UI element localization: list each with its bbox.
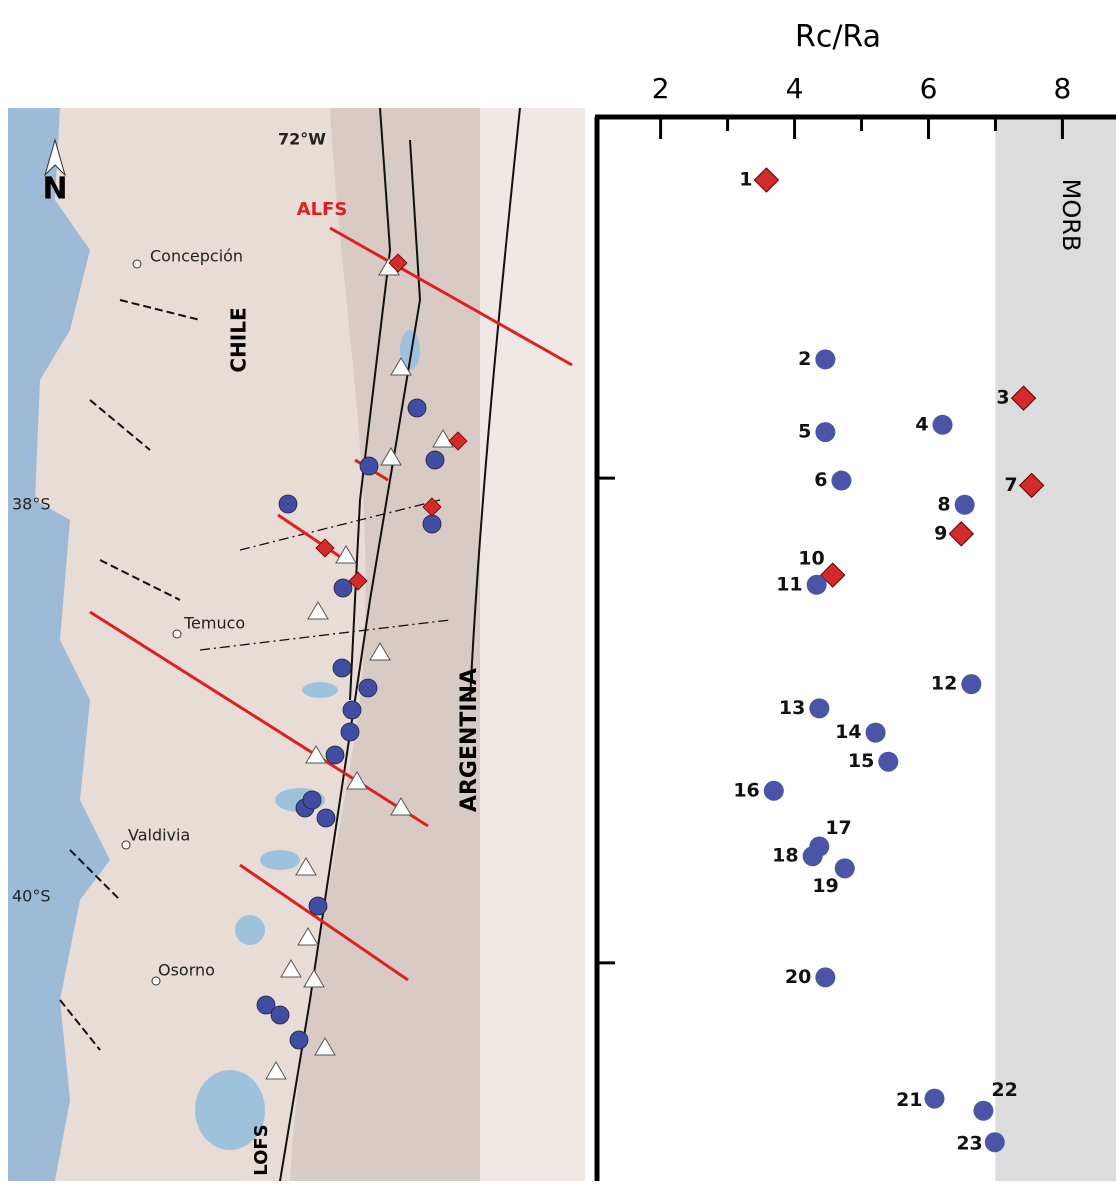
point-label: 11 bbox=[776, 573, 802, 595]
shaded-region bbox=[995, 117, 1116, 1181]
map-label: ARGENTINA bbox=[457, 668, 482, 812]
point-label: 2 bbox=[798, 348, 811, 370]
point bbox=[949, 522, 973, 546]
map-label: CHILE bbox=[227, 307, 251, 372]
point-label: 12 bbox=[931, 673, 957, 695]
x-tick-label: 2 bbox=[652, 72, 670, 105]
point-label: 15 bbox=[848, 750, 874, 772]
point-label: 13 bbox=[779, 697, 805, 719]
point bbox=[973, 1101, 993, 1121]
point-label: 3 bbox=[996, 387, 1009, 409]
point bbox=[961, 674, 981, 694]
point-label: 9 bbox=[934, 522, 947, 544]
point bbox=[925, 1089, 945, 1109]
map: N 72°W ALFS Concepción CHILE Temuco ARGE… bbox=[8, 108, 585, 1181]
point-label: 20 bbox=[785, 966, 811, 988]
map-label: Temuco bbox=[183, 614, 245, 633]
north-label: N bbox=[42, 172, 67, 207]
point bbox=[815, 967, 835, 987]
point bbox=[815, 349, 835, 369]
point bbox=[815, 422, 835, 442]
map-label: 40°S bbox=[12, 887, 51, 906]
point bbox=[754, 168, 778, 192]
point-label: 19 bbox=[812, 875, 838, 897]
point-label: 14 bbox=[835, 721, 861, 743]
map-label: LOFS bbox=[251, 1124, 272, 1175]
map-plain bbox=[480, 108, 585, 1181]
point-label: 22 bbox=[991, 1079, 1017, 1101]
map-label: Osorno bbox=[158, 961, 215, 980]
point bbox=[831, 471, 851, 491]
map-label: Valdivia bbox=[128, 826, 190, 845]
point-label: 8 bbox=[937, 493, 950, 515]
point bbox=[866, 723, 886, 743]
figure: N 72°W ALFS Concepción CHILE Temuco ARGE… bbox=[0, 0, 1116, 1181]
point-label: 16 bbox=[733, 779, 759, 801]
x-tick-label: 8 bbox=[1054, 72, 1072, 105]
map-label: 72°W bbox=[278, 130, 326, 149]
point bbox=[809, 698, 829, 718]
point-label: 23 bbox=[956, 1133, 982, 1155]
point-label: 6 bbox=[814, 469, 827, 491]
point-label: 7 bbox=[1004, 474, 1017, 496]
point bbox=[955, 495, 975, 515]
point-label: 21 bbox=[896, 1089, 922, 1111]
point-label: 1 bbox=[739, 169, 752, 191]
point-label: 5 bbox=[798, 421, 811, 443]
point bbox=[764, 781, 784, 801]
x-tick-label: 4 bbox=[786, 72, 804, 105]
map-label: 38°S bbox=[12, 495, 51, 514]
point-label: 17 bbox=[825, 817, 851, 839]
point bbox=[878, 752, 898, 772]
point-label: 4 bbox=[915, 413, 928, 435]
region-label: MORB bbox=[1057, 179, 1085, 252]
point bbox=[807, 575, 827, 595]
point bbox=[933, 415, 953, 435]
chart-title: Rc/Ra bbox=[795, 20, 881, 55]
point bbox=[985, 1132, 1005, 1152]
map-label: ALFS bbox=[297, 199, 348, 220]
x-tick-label: 6 bbox=[920, 72, 938, 105]
point-label: 10 bbox=[798, 548, 824, 570]
map-label: Concepción bbox=[150, 247, 243, 266]
point bbox=[803, 846, 823, 866]
point-label: 18 bbox=[772, 845, 798, 867]
